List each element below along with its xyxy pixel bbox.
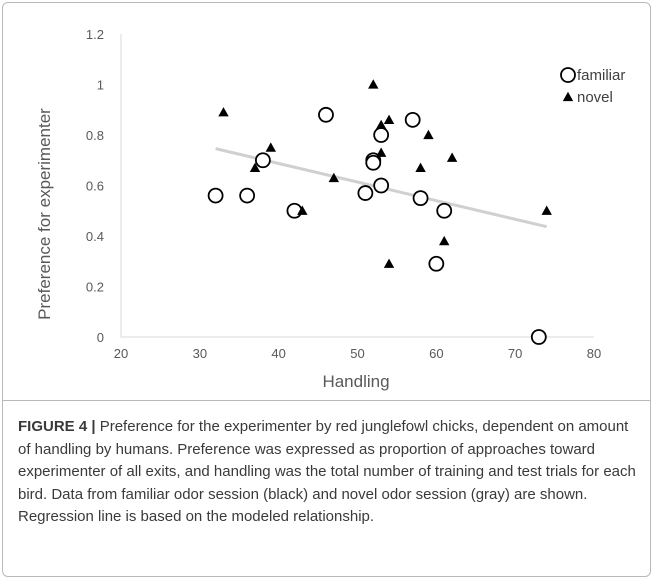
familiar-point [239, 187, 256, 204]
familiar-point [412, 190, 429, 207]
legend: familiar novel [560, 67, 625, 106]
familiar-point [436, 202, 453, 219]
x-tick-label: 50 [350, 346, 364, 361]
novel-point [218, 107, 229, 117]
y-tick-label: 0.4 [86, 229, 104, 244]
legend-novel-marker [562, 91, 574, 102]
familiar-point [428, 255, 445, 272]
novel-point [383, 258, 395, 268]
x-tick-label: 40 [271, 346, 285, 361]
y-tick-label: 0.8 [86, 128, 104, 143]
novel-point [368, 79, 379, 89]
familiar-point [404, 111, 421, 128]
familiar-point [365, 154, 382, 171]
y-tick-label: 0.2 [86, 280, 104, 295]
familiar-point [207, 187, 224, 204]
novel-point [375, 119, 387, 130]
familiar-point [373, 177, 390, 194]
y-tick-label: 0 [97, 330, 104, 345]
familiar-point [254, 152, 271, 169]
novel-point [541, 205, 552, 215]
novel-point [375, 147, 387, 157]
scatter-chart: 20 30 40 50 60 70 80 0 0.2 0.4 0.6 0.8 1 1.2 familiar… [35, 27, 625, 391]
familiar-point [318, 106, 334, 123]
novel-point [439, 235, 450, 246]
y-tick-label: 1.2 [86, 27, 104, 42]
y-tick-label: 0.6 [86, 179, 104, 194]
x-tick-label: 20 [114, 346, 128, 361]
legend-familiar-marker [560, 67, 576, 83]
caption-text: Preference for the experimenter by red j… [18, 418, 636, 525]
novel-point [297, 205, 308, 215]
x-tick-label: 80 [587, 346, 601, 361]
x-tick-label: 60 [429, 346, 443, 361]
legend-label: novel [577, 89, 613, 106]
novel-point [423, 129, 434, 140]
novel-point [265, 142, 276, 152]
caption-divider [3, 400, 650, 401]
novel-point [415, 162, 426, 172]
familiar-point [286, 202, 303, 219]
familiar-point [373, 127, 390, 143]
legend-label: familiar [577, 67, 625, 84]
y-tick-label: 1 [97, 78, 104, 93]
novel-point [249, 162, 261, 172]
points-layer [207, 79, 552, 345]
familiar-point [357, 185, 374, 201]
familiar-point [530, 329, 547, 345]
novel-point [328, 172, 340, 183]
y-axis-label: Preference for experimenter [35, 108, 54, 320]
figure-label: FIGURE 4 | [18, 418, 96, 435]
axes: 20 30 40 50 60 70 80 0 0.2 0.4 0.6 0.8 1 1.2 [86, 27, 601, 361]
x-axis-label: Handling [322, 372, 389, 391]
novel-point [383, 114, 395, 125]
figure-caption: FIGURE 4 | Preference for the experiment… [18, 416, 640, 529]
novel-point [446, 152, 458, 162]
x-tick-label: 70 [508, 346, 522, 361]
x-tick-label: 30 [193, 346, 207, 361]
